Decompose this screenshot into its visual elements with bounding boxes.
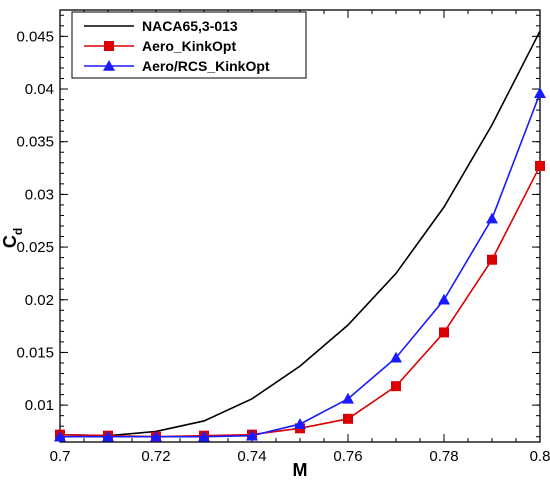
y-tick-label: 0.045 [16, 28, 54, 45]
data-point [246, 429, 258, 441]
y-axis-title-main: C [0, 235, 20, 248]
svg-text:Cd: Cd [0, 228, 25, 248]
x-tick-label: 0.72 [141, 448, 170, 465]
data-point [342, 392, 354, 404]
data-point [102, 430, 114, 442]
x-tick-label: 0.74 [237, 448, 266, 465]
y-tick-label: 0.03 [25, 186, 54, 203]
y-axis-title-subscript: d [11, 228, 25, 235]
data-point [438, 293, 450, 305]
y-tick-label: 0.025 [16, 239, 54, 256]
y-axis-title: Cd [0, 228, 25, 248]
y-tick-label: 0.01 [25, 397, 54, 414]
x-tick-label: 0.76 [333, 448, 362, 465]
legend-item: Aero_KinkOpt [84, 38, 236, 54]
data-point [294, 418, 306, 429]
series-layer [54, 30, 546, 442]
legend-item: Aero/RCS_KinkOpt [84, 58, 270, 74]
legend: NACA65,3-013 Aero_KinkOpt Aero/RCS_KinkOpt [71, 11, 307, 79]
data-point [391, 381, 401, 392]
legend-item: NACA65,3-013 [84, 18, 238, 34]
x-tick-label: 0.78 [429, 448, 458, 465]
y-tick-label: 0.02 [25, 292, 54, 309]
data-point [343, 413, 353, 424]
data-point [439, 327, 449, 338]
y-tick-label: 0.035 [16, 134, 54, 151]
data-point [535, 160, 545, 171]
x-tick-label: 0.7 [50, 448, 71, 465]
data-point [390, 351, 402, 363]
x-axis-title: M [293, 460, 308, 480]
data-point [487, 254, 497, 265]
series-3 [54, 87, 546, 442]
data-point [534, 87, 546, 99]
series-1 [59, 30, 541, 437]
legend-label: Aero_KinkOpt [142, 38, 236, 54]
data-point [198, 430, 210, 442]
legend-label: NACA65,3-013 [142, 18, 238, 34]
data-point [54, 430, 66, 442]
series-line [59, 30, 541, 437]
y-tick-label: 0.015 [16, 344, 54, 361]
plot-area [59, 9, 541, 443]
legend-marker [104, 41, 114, 51]
ticks-layer: 0.7 0.72 0.74 0.76 0.78 0.8 0.01 0.015 0.02 0.025… [16, 10, 550, 465]
x-tick-label: 0.8 [530, 448, 550, 465]
data-point [150, 430, 162, 442]
legend-label: Aero/RCS_KinkOpt [142, 58, 270, 74]
y-tick-label: 0.04 [25, 81, 54, 98]
data-point [486, 212, 498, 224]
legend-marker [103, 60, 115, 71]
